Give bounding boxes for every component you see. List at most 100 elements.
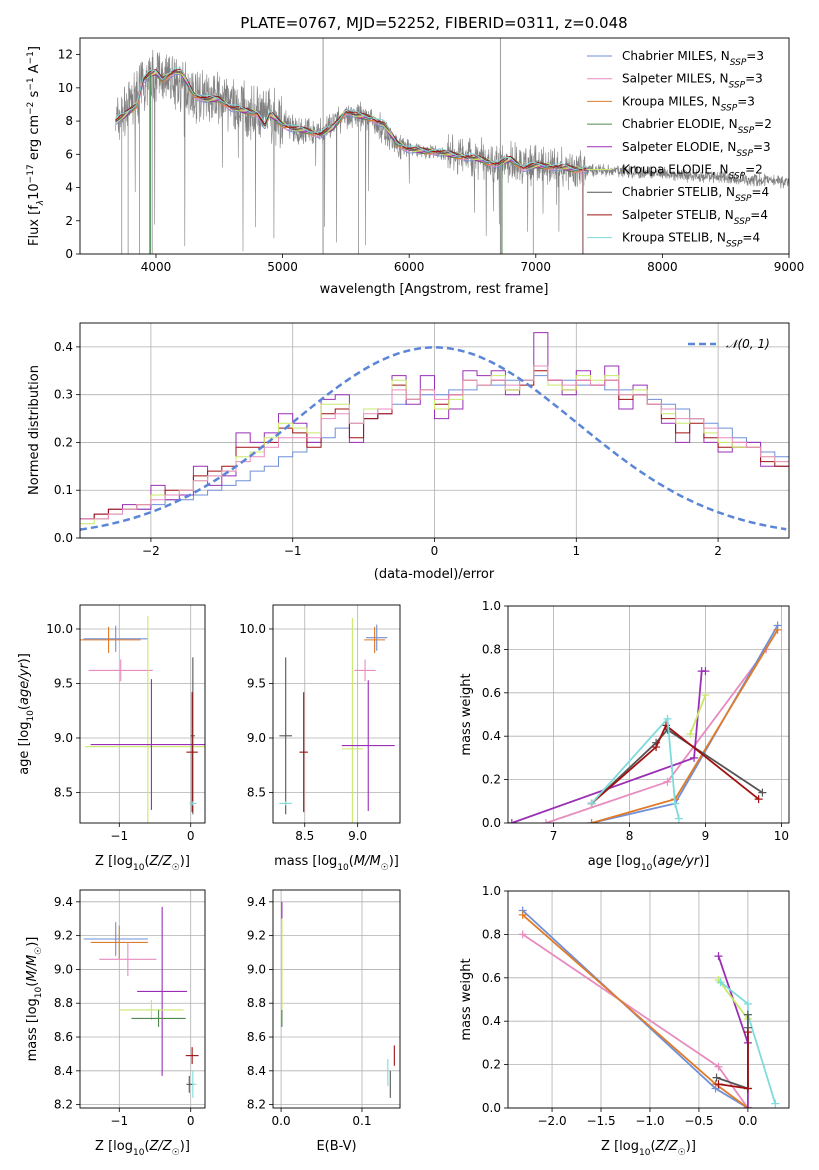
weight-marker <box>712 1073 721 1082</box>
axes-frame <box>79 604 206 824</box>
y-tick-label: 0.8 <box>482 927 501 941</box>
x-tick-label: −0.5 <box>684 1114 713 1128</box>
label-part: SSP <box>726 240 743 250</box>
x-tick-label: 6000 <box>394 260 425 274</box>
y-tick-label: 0.8 <box>482 642 501 656</box>
model-kroupa-stelib <box>115 67 587 170</box>
weight-marker <box>541 819 550 823</box>
weight-line-chabrier-stelib <box>590 728 763 805</box>
label-part: mass [log <box>274 854 337 869</box>
weight-marker <box>671 799 680 808</box>
weight-marker <box>771 1099 780 1108</box>
label-part: 10 <box>337 863 349 873</box>
label-part: 10 <box>26 710 36 722</box>
y-tick-label: 0.6 <box>482 686 501 700</box>
weight-marker <box>587 799 596 808</box>
label-part: ] <box>27 46 42 51</box>
weight-marker <box>701 667 710 676</box>
y-axis-label: Normed distribution <box>27 365 42 495</box>
label-part: =4 <box>750 208 768 222</box>
label-part: =2 <box>754 117 772 131</box>
y-tick-label: 8.2 <box>54 1098 73 1112</box>
x-tick-label: 0 <box>431 544 439 558</box>
label-part: =3 <box>753 140 771 154</box>
legend-entry: Salpeter STELIB, NSSP=4 <box>622 208 768 227</box>
label-part: Chabrier MILES, N <box>622 49 730 63</box>
x-tick-label: 4000 <box>141 260 172 274</box>
label-part: 10 <box>27 183 42 200</box>
weight-marker <box>743 1084 752 1093</box>
weight-marker <box>652 743 661 752</box>
y-tick-label: 8.5 <box>247 785 266 799</box>
x-tick-label: −1 <box>110 1114 128 1128</box>
axes: −1 0 8.5 9.0 9.5 10.0 <box>46 604 206 843</box>
x-axis-label: wavelength [Angstrom, rest frame] <box>320 282 549 297</box>
normal-curve <box>80 346 787 531</box>
label-part: )] <box>25 937 40 947</box>
axes: 7 8 9 10 0.0 0.2 0.4 0.6 0.8 1.0 <box>482 599 790 843</box>
axes-frame <box>507 605 790 824</box>
label-part: )] <box>686 1139 696 1154</box>
x-tick-label: 10 <box>774 829 789 843</box>
axes: 4000 5000 6000 7000 8000 9000 0 2 4 6 8 10 12 <box>58 37 805 274</box>
x-tick-label: 8.5 <box>295 829 314 843</box>
plot-area <box>281 901 395 1098</box>
y-tick-label: 0.4 <box>54 340 73 354</box>
y-tick-label: 6 <box>65 147 73 161</box>
y-tick-label: 8.4 <box>247 1064 266 1078</box>
label-part: mass [log <box>25 998 40 1061</box>
weight-marker <box>714 1062 723 1071</box>
y-tick-label: 0.0 <box>482 1101 501 1115</box>
x-axis-label: mass [log10(M/M☉)] <box>274 854 399 873</box>
weight-marker <box>701 690 710 699</box>
y-axis-label: age [log10(age/yr)] <box>17 653 36 775</box>
weight-line-chabrier-miles <box>591 625 779 823</box>
figure-title: PLATE=0767, MJD=52252, FIBERID=0311, z=0… <box>240 14 627 32</box>
x-axis-label: (data-model)/error <box>374 567 495 582</box>
label-part: age [log <box>17 722 32 775</box>
weight-marker <box>716 978 725 987</box>
label-part: age [log <box>588 854 641 869</box>
panel-mass_vs_Z: −1 08.28.48.68.89.09.29.4Z [log10(Z/Z☉)]m… <box>25 889 206 1158</box>
y-tick-label: 0.6 <box>482 971 501 985</box>
x-tick-label: 9.0 <box>348 829 367 843</box>
label-part: Z/Z <box>149 1139 173 1154</box>
plot-area <box>508 621 782 823</box>
y-axis-label: mass weight <box>459 958 474 1040</box>
y-tick-label: 9.0 <box>54 731 73 745</box>
y-tick-label: 8.8 <box>247 996 266 1010</box>
weight-marker <box>773 625 782 634</box>
label-part: =4 <box>752 185 770 199</box>
x-tick-label: −1 <box>284 544 302 558</box>
plot-area <box>80 332 789 538</box>
x-tick-label: −1 <box>110 829 128 843</box>
axes: −2.0 −1.5 −1.0 −0.5 0.0 0.0 0.2 0.4 0.6 0.8 1.0 <box>482 884 790 1128</box>
x-tick-label: 0 <box>187 1114 195 1128</box>
y-axis-label: Flux [fλ10−17 erg cm−2 s−1 A−1] <box>26 46 46 246</box>
plot-area <box>80 615 205 823</box>
y-tick-label: 0.4 <box>482 729 501 743</box>
x-tick-label: 9000 <box>774 260 805 274</box>
legend-entry: 𝒩(0, 1) <box>726 337 770 351</box>
weight-marker <box>686 730 695 739</box>
label-part: Z [log <box>95 854 133 869</box>
label-part: =3 <box>746 49 764 63</box>
label-part: SSP <box>736 149 753 159</box>
axes-frame <box>79 37 790 255</box>
x-tick-label: 0.1 <box>352 1114 371 1128</box>
label-part: ( <box>144 854 149 869</box>
legend-entry: Kroupa STELIB, NSSP=4 <box>622 231 760 250</box>
label-part: 10 <box>641 863 653 873</box>
label-part: =4 <box>742 231 760 245</box>
panel-mass_vs_ebv: 0.0 0.1 8.2 8.4 8.6 8.8 9.0 9.2 9.4 E(B-V) <box>247 889 401 1154</box>
weight-line-kroupa-elodie <box>689 694 707 735</box>
histogram-kroupa-elodie <box>80 365 789 538</box>
label-part: Z [log <box>95 1139 133 1154</box>
weight-marker <box>758 788 767 797</box>
label-part: Kroupa ELODIE, N <box>622 163 729 177</box>
label-part: Kroupa STELIB, N <box>622 231 726 245</box>
weight-marker <box>587 819 596 823</box>
label-part: ☉ <box>172 863 180 873</box>
